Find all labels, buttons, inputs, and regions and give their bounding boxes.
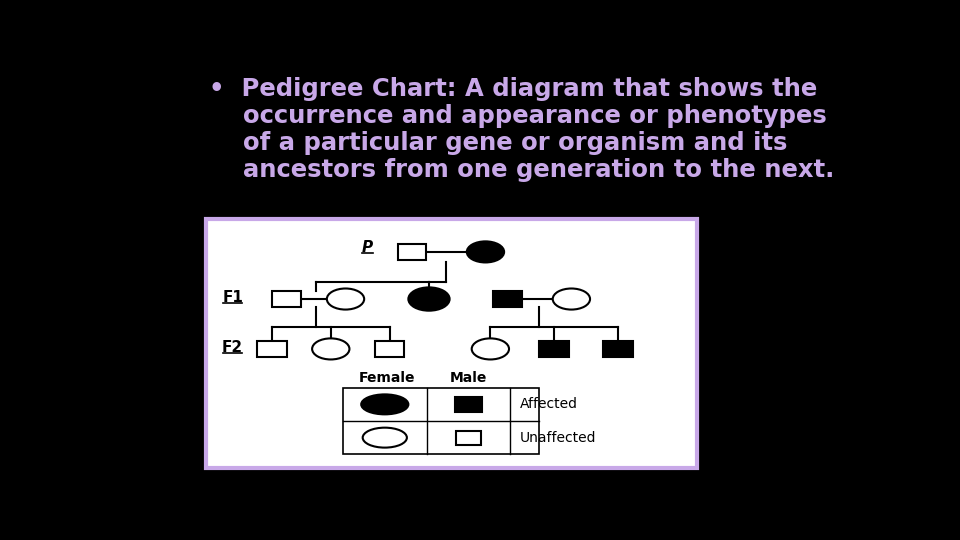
Text: •  Pedigree Chart: A diagram that shows the: • Pedigree Chart: A diagram that shows t…	[209, 77, 818, 102]
Text: of a particular gene or organism and its: of a particular gene or organism and its	[209, 131, 787, 156]
Bar	[205, 219, 697, 468]
Text: ancestors from one generation to the next.: ancestors from one generation to the nex…	[209, 158, 834, 183]
Text: occurrence and appearance or phenotypes: occurrence and appearance or phenotypes	[209, 104, 827, 129]
